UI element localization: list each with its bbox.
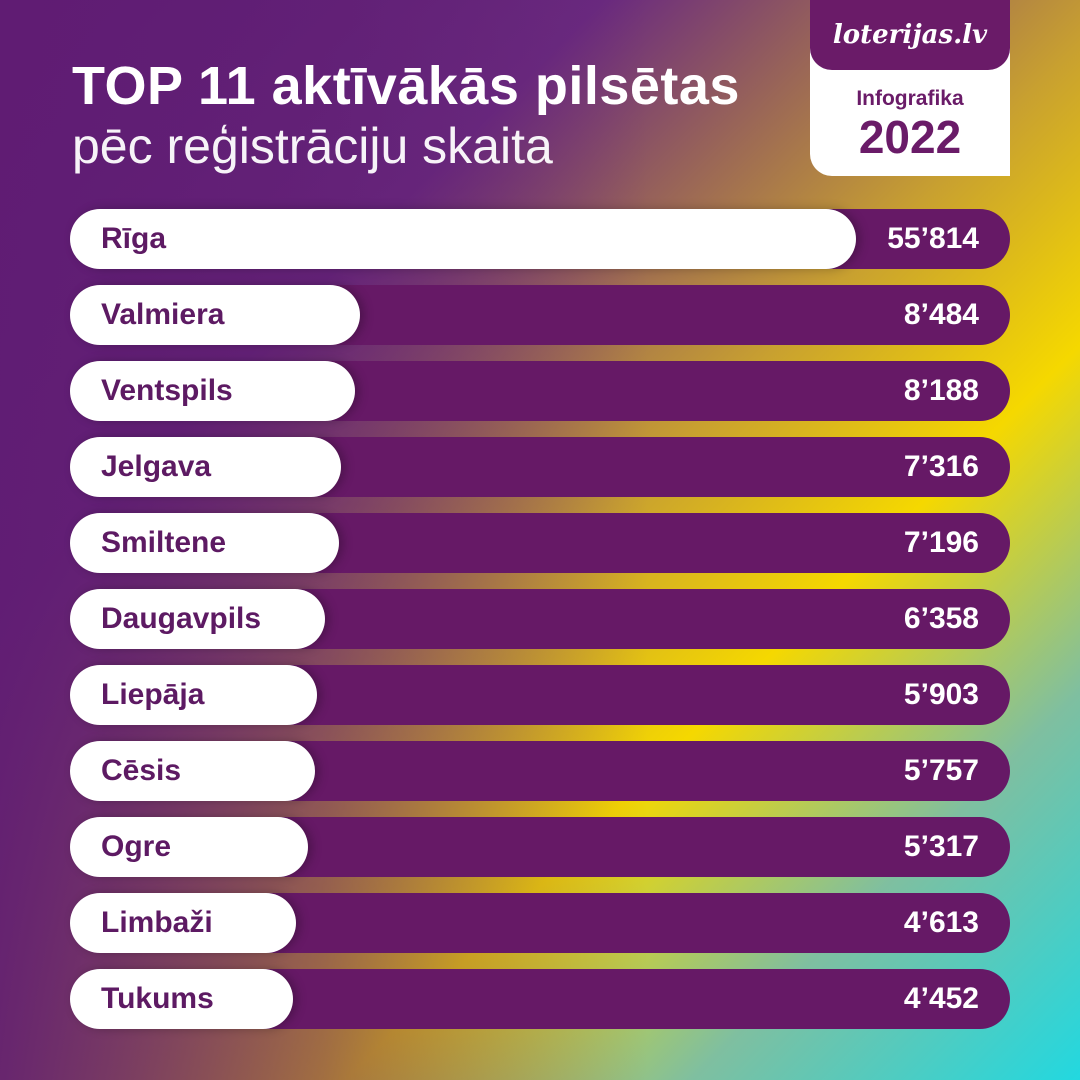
bar-fill [70, 437, 341, 497]
bar-row: Daugavpils 6’358 [70, 589, 1010, 649]
bar-category-label: Limbaži [101, 906, 213, 939]
bar-row: Valmiera 8’484 [70, 285, 1010, 345]
bar-fill [70, 817, 308, 877]
bar-fill [70, 893, 296, 953]
bar-row: Jelgava 7’316 [70, 437, 1010, 497]
bar-value-label: 5’757 [903, 754, 979, 787]
brand-badge: loterijas.lv Infografika 2022 [810, 0, 1010, 176]
bar-fill [70, 969, 293, 1029]
bar-value-label: 5’317 [903, 830, 979, 863]
bar-row: Liepāja 5’903 [70, 665, 1010, 725]
bar-fill [70, 741, 315, 801]
bar-fill [70, 589, 325, 649]
bar-row: Limbaži 4’613 [70, 893, 1010, 953]
bar-fill [70, 361, 355, 421]
bar-fill [70, 285, 360, 345]
bar-value-label: 8’484 [903, 298, 979, 331]
bar-chart: Rīga 55’814 Valmiera 8’484 Ventspils 8’188 Jel… [70, 209, 1010, 1045]
bar-value-label: 6’358 [903, 602, 979, 635]
badge-label: Infografika [856, 87, 964, 110]
title-block: TOP 11 aktīvākās pilsētas pēc reģistrāci… [72, 56, 740, 176]
bar-category-label: Rīga [101, 222, 167, 255]
bar-row: Ogre 5’317 [70, 817, 1010, 877]
bar-category-label: Ogre [101, 830, 172, 863]
bar-row: Cēsis 5’757 [70, 741, 1010, 801]
page-title: TOP 11 aktīvākās pilsētas [72, 56, 740, 116]
bar-value-label: 7’316 [903, 450, 979, 483]
bar-category-label: Cēsis [101, 754, 182, 787]
bar-category-label: Ventspils [101, 374, 233, 407]
bar-row: Rīga 55’814 [70, 209, 1010, 269]
bar-value-label: 8’188 [903, 374, 979, 407]
bar-value-label: 4’613 [903, 906, 979, 939]
bar-value-label: 5’903 [903, 678, 979, 711]
bar-fill [70, 513, 339, 573]
bar-category-label: Tukums [101, 982, 214, 1015]
page-subtitle: pēc reģistrāciju skaita [72, 118, 553, 174]
brand-logo: loterijas.lv [810, 0, 1010, 70]
bar-category-label: Liepāja [101, 678, 205, 711]
bar-category-label: Valmiera [101, 298, 225, 331]
bar-category-label: Daugavpils [101, 602, 262, 635]
bar-fill [70, 665, 317, 725]
bar-row: Tukums 4’452 [70, 969, 1010, 1029]
bar-row: Smiltene 7’196 [70, 513, 1010, 573]
badge-year: 2022 [858, 111, 962, 163]
bar-value-label: 7’196 [903, 526, 979, 559]
bar-category-label: Smiltene [101, 526, 227, 559]
bar-fill [70, 209, 856, 269]
bar-row: Ventspils 8’188 [70, 361, 1010, 421]
bar-value-label: 4’452 [903, 982, 979, 1015]
bar-category-label: Jelgava [101, 450, 212, 483]
bar-value-label: 55’814 [887, 222, 979, 255]
